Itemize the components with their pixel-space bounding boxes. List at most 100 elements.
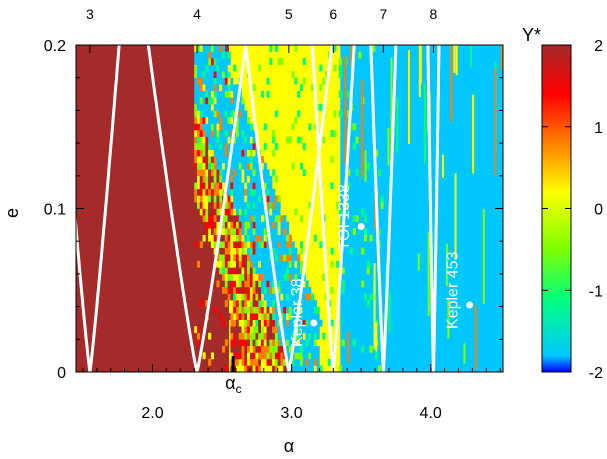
heatmap-cell [224, 103, 228, 111]
heatmap-cell [249, 306, 253, 314]
heatmap-cell [205, 90, 209, 98]
heatmap-cell [247, 260, 251, 268]
heatmap-cell [227, 273, 231, 281]
heatmap-cell [194, 84, 198, 92]
heatmap-cell [247, 326, 251, 334]
heatmap-cell [233, 254, 237, 262]
heatmap-cell [277, 58, 281, 65]
heatmap-cell [272, 201, 276, 209]
heatmap-cell [277, 365, 281, 372]
heatmap-cell [241, 215, 245, 222]
heatmap-cell [274, 215, 278, 222]
heatmap-cell [291, 300, 295, 307]
heatmap-cell [255, 247, 259, 255]
heatmap-cell [208, 130, 212, 137]
heatmap-cell [272, 345, 276, 353]
heatmap-cell [350, 45, 353, 67]
heatmap-cell [361, 345, 365, 353]
x-axis-ticks: 2.0 3.0 4.0 [82, 364, 501, 422]
heatmap-cell [283, 326, 287, 334]
heatmap-cell [294, 247, 298, 255]
heatmap-cell [288, 326, 292, 334]
heatmap-cell [305, 286, 309, 294]
heatmap-cell [252, 300, 256, 307]
heatmap-cell [233, 64, 237, 72]
heatmap-cell [291, 267, 295, 275]
heatmap-cell [219, 260, 223, 268]
heatmap-cell [441, 154, 444, 178]
heatmap-cell [238, 247, 242, 255]
heatmap-cell [219, 254, 223, 262]
heatmap-cell [194, 110, 198, 118]
heatmap-cell [213, 84, 217, 92]
heatmap-cell [255, 306, 259, 314]
heatmap-cell [252, 280, 256, 288]
heatmap-cell [445, 243, 448, 287]
heatmap-cell [230, 188, 234, 196]
heatmap-cell [224, 339, 228, 347]
heatmap-cell [241, 273, 245, 281]
heatmap-cell [213, 208, 217, 216]
heatmap-cell [213, 228, 217, 235]
heatmap-cell [263, 247, 267, 255]
heatmap-cell [313, 345, 317, 353]
heatmap-cell [455, 45, 458, 76]
heatmap-cell [222, 103, 226, 111]
heatmap-cell [294, 293, 298, 301]
heatmap-cell [244, 208, 248, 216]
heatmap-cell [450, 45, 453, 122]
heatmap-cell [269, 339, 273, 347]
heatmap-cell [252, 352, 256, 360]
heatmap-cell [277, 319, 281, 327]
heatmap-cell [224, 241, 228, 249]
heatmap-cell [252, 149, 256, 157]
heatmap-cell [274, 260, 278, 268]
heatmap-cell [230, 352, 234, 360]
heatmap-cell [199, 201, 203, 209]
heatmap-cell [291, 293, 295, 301]
planet-points: Kepler 38 TOI 1338 Kepler 453 [289, 184, 474, 347]
heatmap-cell [241, 110, 245, 118]
heatmap-cell [194, 143, 198, 150]
heatmap-cell [297, 326, 301, 334]
heatmap-cell [272, 365, 276, 372]
heatmap-cell [263, 358, 267, 366]
heatmap-cell [213, 221, 217, 229]
heatmap-cell [230, 254, 234, 262]
heatmap-cell [202, 182, 206, 190]
resonance-curve [244, 45, 291, 372]
heatmap-cell [472, 94, 475, 174]
heatmap-cell [219, 136, 223, 144]
heatmap-cell [244, 215, 248, 222]
heatmap-cell [244, 352, 248, 360]
heatmap-cell [280, 221, 284, 229]
heatmap-cell [255, 332, 259, 340]
heatmap-cell [244, 254, 248, 262]
heatmap-cell [235, 156, 240, 164]
heatmap-cell [263, 332, 267, 340]
heatmap-cell [227, 215, 231, 222]
heatmap-cell [249, 241, 253, 249]
heatmap-cell [224, 365, 228, 372]
heatmap-cell [260, 326, 265, 334]
heatmap-cell [269, 306, 273, 314]
heatmap-cell [197, 110, 201, 118]
heatmap-cell [311, 332, 315, 340]
heatmap-cell [355, 136, 359, 144]
heatmap-cell [213, 90, 217, 98]
heatmap-cell [363, 293, 367, 301]
heatmap-cell [222, 97, 226, 105]
heatmap-cell [202, 97, 206, 105]
heatmap-cell [216, 254, 220, 262]
heatmap-cell [197, 123, 201, 131]
heatmap-cell [249, 293, 253, 301]
heatmap-cell [297, 110, 301, 118]
heatmap-cell [338, 90, 342, 98]
heatmap-cell [233, 221, 237, 229]
heatmap-cell [277, 201, 281, 209]
heatmap-cell [202, 352, 206, 360]
heatmap-cell [202, 123, 206, 131]
heatmap-cell [222, 51, 226, 59]
heatmap-cell [252, 136, 256, 144]
heatmap-cell [247, 188, 251, 196]
